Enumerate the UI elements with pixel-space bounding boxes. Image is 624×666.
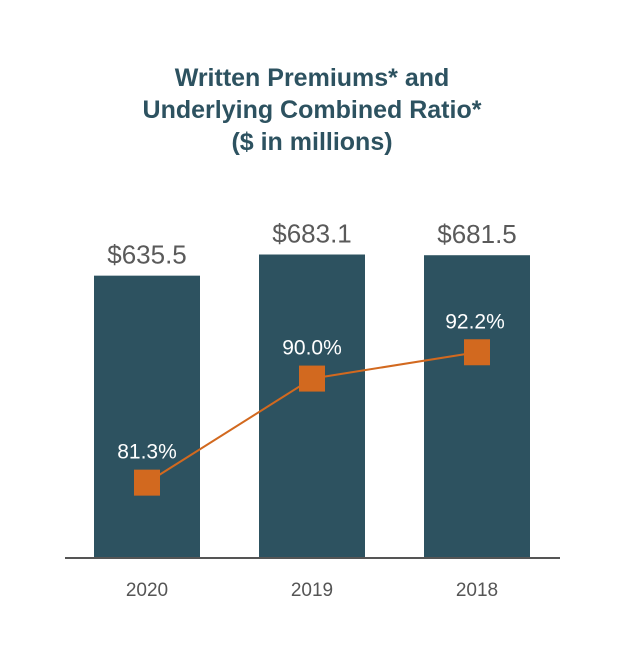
ratio-label-2018: 92.2%: [445, 310, 505, 333]
bar-2019: [259, 254, 365, 558]
ratio-label-2020: 81.3%: [117, 441, 177, 464]
title-line-3: ($ in millions): [231, 128, 393, 156]
bar-label-2018: $681.5: [437, 219, 517, 249]
x-tick-label-2019: 2019: [291, 580, 333, 601]
ratio-label-2019: 90.0%: [282, 337, 342, 360]
ratio-marker-2018: [464, 339, 490, 366]
x-tick-label-2018: 2018: [456, 580, 498, 601]
bar-2018: [424, 255, 530, 558]
bar-2020: [94, 275, 200, 558]
bar-label-2020: $635.5: [107, 240, 187, 270]
ratio-marker-2020: [134, 469, 160, 496]
title-line-1: Written Premiums* and: [174, 64, 450, 92]
x-tick-label-2020: 2020: [126, 580, 168, 601]
chart-title: Written Premiums* and Underlying Combine…: [0, 62, 624, 158]
ratio-marker-2019: [299, 365, 325, 392]
title-line-2: Underlying Combined Ratio*: [142, 96, 482, 124]
bar-label-2019: $683.1: [272, 219, 352, 249]
